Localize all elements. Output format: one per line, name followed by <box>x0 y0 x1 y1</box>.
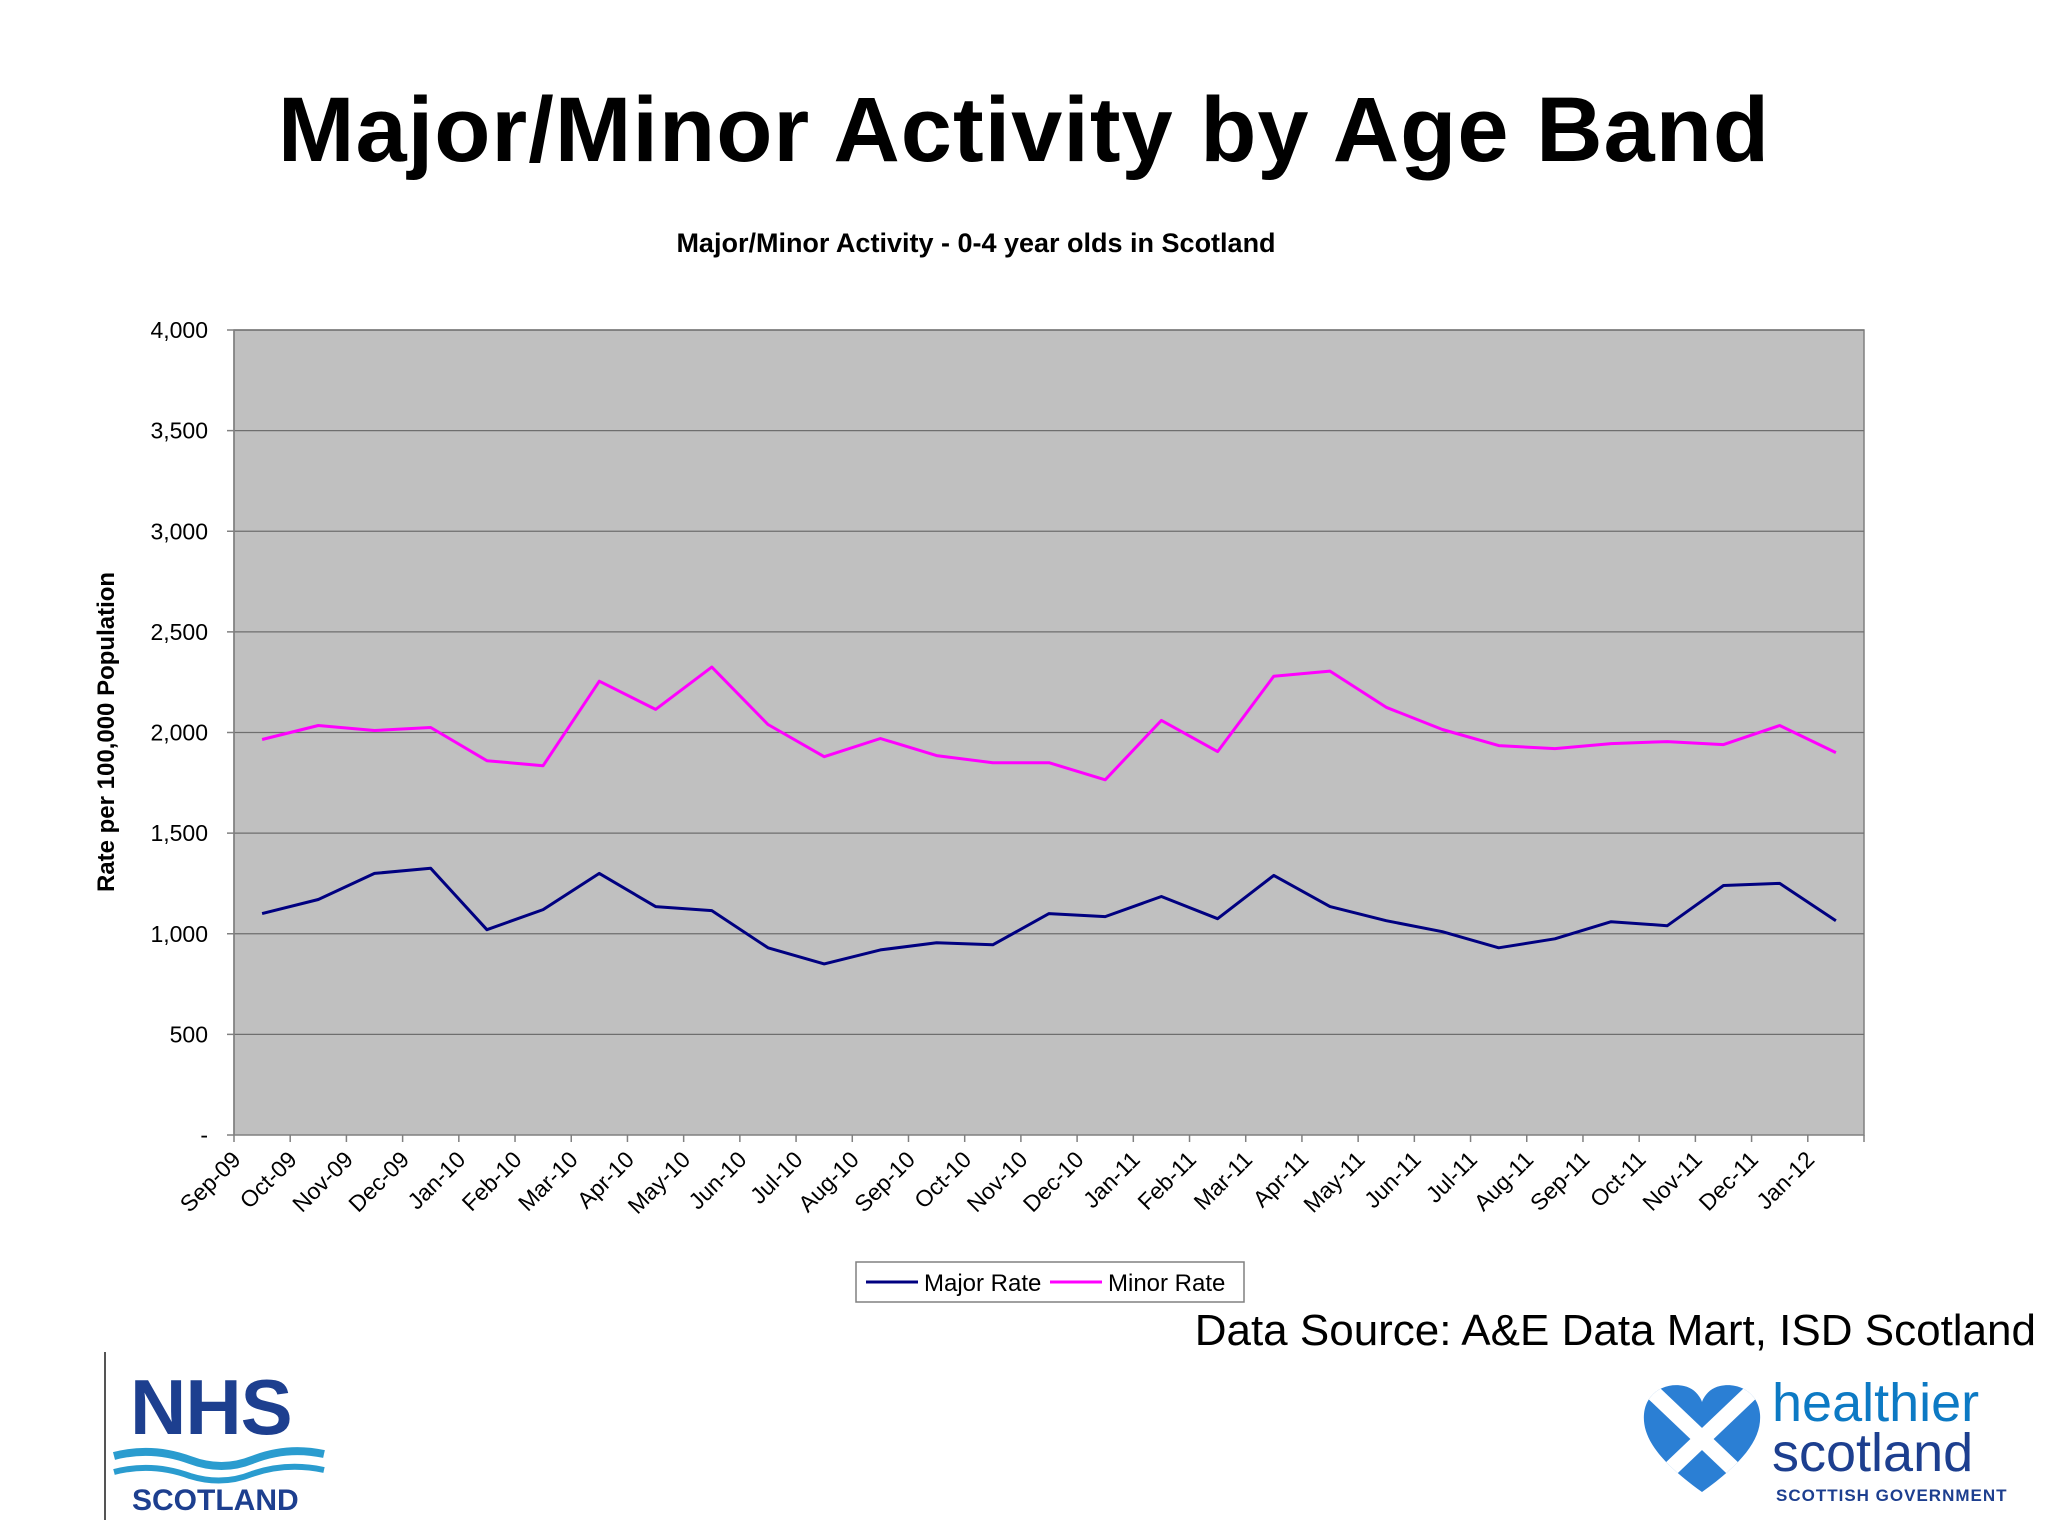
x-tick-label: Jan-11 <box>1078 1146 1145 1213</box>
saltire-wave-icon <box>112 1447 325 1484</box>
x-tick-label: Nov-11 <box>1637 1146 1707 1216</box>
legend-label: Minor Rate <box>1108 1270 1225 1297</box>
nhs-logo-subtitle: SCOTLAND <box>132 1484 299 1517</box>
healthier-scotland-logo: healthier scotland SCOTTISH GOVERNMENT <box>1640 1373 2010 1510</box>
x-tick-label: Jan-12 <box>1751 1146 1819 1214</box>
x-tick-label: Sep-09 <box>175 1146 246 1217</box>
y-tick-label: - <box>200 1122 208 1148</box>
y-axis: - 500 1,000 1,500 2,000 2,500 3,000 3,500 4,000 <box>150 317 235 1148</box>
chart-title: Major/Minor Activity - 0-4 year olds in … <box>676 228 1275 258</box>
nhs-logo-word: NHS <box>130 1363 293 1451</box>
x-tick-label: Mar-10 <box>513 1146 583 1216</box>
y-tick-label: 2,000 <box>150 720 208 746</box>
slide-title: Major/Minor Activity by Age Band <box>277 79 1771 181</box>
x-tick-label: Dec-09 <box>343 1146 414 1217</box>
x-tick-label: Dec-10 <box>1018 1146 1089 1217</box>
x-tick-label: Feb-11 <box>1132 1146 1201 1215</box>
nhs-scotland-logo: NHS SCOTLAND <box>112 1362 327 1522</box>
x-tick-label: Feb-10 <box>457 1146 527 1216</box>
x-tick-label: Nov-09 <box>287 1146 358 1217</box>
scotland-word: scotland <box>1772 1423 1974 1483</box>
series-lines <box>261 665 1837 966</box>
x-tick-label: May-11 <box>1298 1146 1369 1217</box>
x-tick-label: Dec-11 <box>1694 1146 1764 1216</box>
legend: Major Rate Minor Rate <box>855 1261 1245 1303</box>
y-tick-label: 2,500 <box>150 619 208 645</box>
x-tick-label: Sep-10 <box>849 1146 920 1217</box>
y-tick-label: 500 <box>170 1021 208 1047</box>
data-source-note: Data Source: A&E Data Mart, ISD Scotland <box>1194 1306 2036 1355</box>
x-tick-label: Mar-11 <box>1189 1146 1258 1215</box>
x-tick-label: Aug-11 <box>1469 1146 1539 1216</box>
x-axis: Sep-09Oct-09Nov-09Dec-09Jan-10Feb-10Mar-… <box>175 1135 1865 1219</box>
series-line-major-rate <box>261 866 1837 966</box>
x-tick-label: Jun-11 <box>1359 1146 1426 1213</box>
x-tick-label: Sep-11 <box>1525 1146 1595 1216</box>
x-tick-label: Jan-10 <box>402 1146 470 1214</box>
saltire-heart-icon <box>1643 1385 1761 1492</box>
x-tick-label: May-10 <box>623 1146 696 1219</box>
y-tick-label: 1,000 <box>150 921 208 947</box>
series-line-minor-rate <box>261 665 1837 782</box>
y-tick-label: 4,000 <box>150 317 208 343</box>
y-tick-label: 1,500 <box>150 820 208 846</box>
x-tick-label: Aug-10 <box>793 1146 864 1217</box>
y-axis-label: Rate per 100,000 Population <box>93 572 120 892</box>
x-tick-label: Nov-10 <box>962 1146 1033 1217</box>
scottish-government-text: SCOTTISH GOVERNMENT <box>1776 1486 2008 1505</box>
x-tick-label: Jun-10 <box>683 1146 751 1214</box>
logo-divider <box>104 1352 106 1520</box>
line-chart: Major/Minor Activity - 0-4 year olds in … <box>93 228 1865 1303</box>
legend-label: Major Rate <box>924 1270 1041 1297</box>
y-tick-label: 3,000 <box>150 518 208 544</box>
gridlines <box>234 329 1864 1036</box>
healthier-word: healthier <box>1772 1373 1980 1433</box>
y-tick-label: 3,500 <box>150 418 208 444</box>
